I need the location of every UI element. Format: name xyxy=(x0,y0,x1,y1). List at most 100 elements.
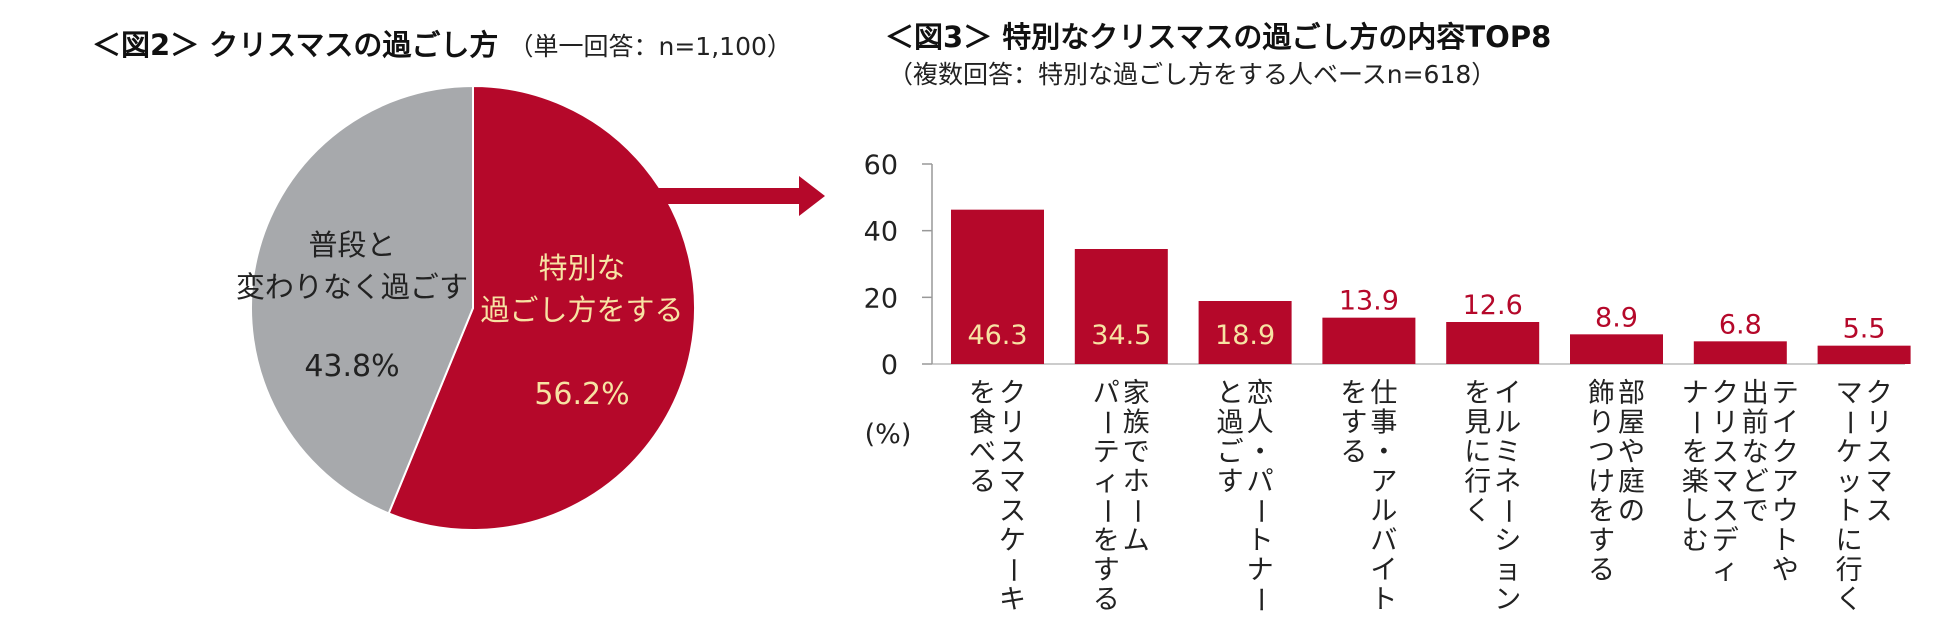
pie-slice-0 xyxy=(387,84,696,531)
category-char: テ xyxy=(1093,437,1120,468)
category-char: す xyxy=(1588,526,1615,557)
category-char: ク xyxy=(999,378,1026,409)
category-char: ト xyxy=(1836,496,1863,527)
y-tick-label: 40 xyxy=(864,217,898,248)
category-char: デ xyxy=(1712,526,1739,557)
pie-slice-value: 43.8% xyxy=(304,349,399,384)
category-char: に xyxy=(1464,437,1491,468)
category-char: け xyxy=(1588,467,1615,498)
category-char: ナ xyxy=(1682,378,1709,409)
category-char: ・ xyxy=(1370,437,1397,468)
y-tick-label: 0 xyxy=(881,350,898,381)
category-char: す xyxy=(1217,467,1244,498)
bar-3 xyxy=(1322,317,1416,364)
category-char: ク xyxy=(1866,378,1893,409)
category-char: パ xyxy=(1093,378,1120,409)
category-char: マ xyxy=(1866,467,1893,498)
fig3-note: （複数回答：特別な過ごし方をする人ベースn=618） xyxy=(888,60,1497,89)
category-char: ョ xyxy=(1494,555,1521,586)
category-char: ナ xyxy=(1247,555,1274,586)
fig2-note: （単一回答：n=1,100） xyxy=(508,32,792,61)
category-char: ト xyxy=(1247,526,1274,557)
category-char: ー xyxy=(1492,498,1523,525)
category-char: す xyxy=(1340,408,1367,439)
category-char: ー xyxy=(1244,498,1275,525)
category-char: 食 xyxy=(969,408,996,439)
category-char: や xyxy=(1772,555,1799,586)
fig2-title: ＜図2＞ クリスマスの過ごし方 （単一回答：n=1,100） xyxy=(92,22,792,64)
category-char: 行 xyxy=(1464,467,1491,498)
bar-value-label: 5.5 xyxy=(1843,314,1886,345)
bar-6 xyxy=(1693,341,1787,364)
fig3-title: ＜図3＞ 特別なクリスマスの過ごし方の内容TOP8 xyxy=(885,14,1551,56)
category-char: ト xyxy=(1370,585,1397,616)
bar-value-label: 8.9 xyxy=(1595,302,1638,333)
category-char: や xyxy=(1618,437,1645,468)
arrow-connector xyxy=(646,176,825,216)
category-char: ッ xyxy=(1836,467,1863,498)
bar-0 xyxy=(951,209,1044,364)
category-char: ム xyxy=(1123,526,1150,557)
category-char: む xyxy=(1682,526,1709,557)
category-char: シ xyxy=(1494,526,1521,557)
category-char: す xyxy=(1093,555,1120,586)
category-char: る xyxy=(1093,585,1120,616)
category-char: 仕 xyxy=(1370,378,1397,409)
bar-value-label: 46.3 xyxy=(967,320,1027,351)
category-char: ミ xyxy=(1494,437,1521,468)
category-char: 家 xyxy=(1123,378,1150,409)
category-char: ケ xyxy=(999,526,1026,557)
category-char: 族 xyxy=(1123,408,1150,439)
category-char: 屋 xyxy=(1618,408,1645,439)
category-char: 飾 xyxy=(1588,378,1615,409)
category-char: ス xyxy=(1866,437,1893,468)
category-char: イ xyxy=(1494,378,1521,409)
category-char: マ xyxy=(999,467,1026,498)
category-char: バ xyxy=(1370,526,1397,557)
category-char: ー xyxy=(1833,409,1864,436)
category-char: ホ xyxy=(1123,467,1150,498)
category-char: つ xyxy=(1588,437,1615,468)
pie-slice-label: 過ごし方をする xyxy=(480,293,683,327)
bar-1 xyxy=(1074,249,1168,364)
category-char: 事 xyxy=(1370,408,1397,439)
category-char: ウ xyxy=(1772,496,1799,527)
category-char: マ xyxy=(1712,467,1739,498)
category-char: を xyxy=(969,378,996,409)
category-char: ス xyxy=(999,437,1026,468)
category-char: ル xyxy=(1494,408,1521,439)
category-char: る xyxy=(1588,555,1615,586)
category-char: べ xyxy=(969,437,996,468)
bar-value-label: 18.9 xyxy=(1215,320,1275,351)
category-char: を xyxy=(1340,378,1367,409)
category-char: マ xyxy=(1836,378,1863,409)
category-char: リ xyxy=(1866,408,1893,439)
arrow-icon xyxy=(646,176,825,216)
category-char: く xyxy=(1464,496,1491,527)
y-axis-label: (%) xyxy=(865,419,912,450)
category-char: ン xyxy=(1494,585,1521,616)
category-char: ー xyxy=(1090,409,1121,436)
category-char: を xyxy=(1682,437,1709,468)
category-char: な xyxy=(1742,437,1769,468)
category-char: ス xyxy=(1866,496,1893,527)
category-char: キ xyxy=(999,585,1026,616)
category-char: ご xyxy=(1217,437,1244,468)
category-char: り xyxy=(1588,408,1615,439)
category-char: ィ xyxy=(1712,555,1739,586)
category-char: 楽 xyxy=(1682,467,1709,498)
category-char: ス xyxy=(1712,437,1739,468)
bar-4 xyxy=(1446,322,1540,364)
fig3-title-text: ＜図3＞ 特別なクリスマスの過ごし方の内容TOP8 xyxy=(885,20,1552,54)
category-char: テ xyxy=(1772,378,1799,409)
category-char: と xyxy=(1217,378,1244,409)
pie-slice-1 xyxy=(250,84,474,515)
category-char: に xyxy=(1836,526,1863,557)
category-char: 前 xyxy=(1742,408,1769,439)
category-char: イ xyxy=(1370,555,1397,586)
category-char: ル xyxy=(1370,496,1397,527)
